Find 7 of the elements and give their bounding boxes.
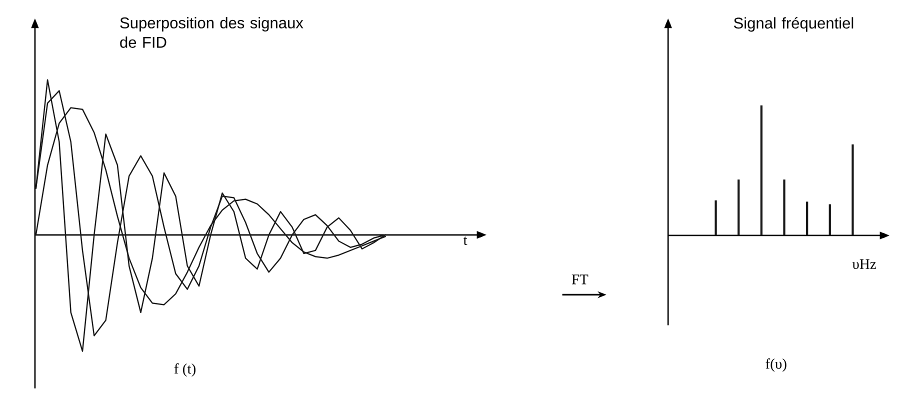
text: f(υ)	[766, 358, 786, 372]
chart-title: Superposition des signaux de FID	[120, 17, 304, 48]
text: FT	[572, 274, 588, 284]
x-axis-title: υHz	[852, 259, 876, 269]
text: f (t)	[174, 363, 196, 377]
x-axis-title: t	[463, 236, 468, 245]
chart-title: Signal fréquentiel	[734, 17, 854, 32]
